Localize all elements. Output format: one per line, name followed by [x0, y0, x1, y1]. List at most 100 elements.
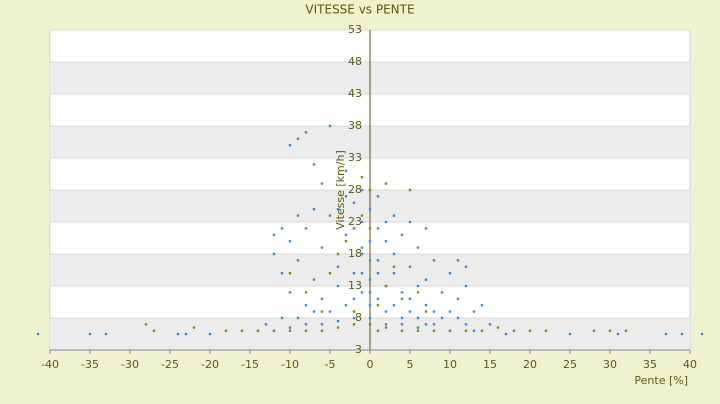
point: [408, 297, 412, 300]
point: [328, 310, 332, 313]
point: [384, 323, 388, 326]
point: [360, 188, 364, 192]
point: [320, 182, 324, 185]
x-tick-label: -25: [161, 358, 179, 371]
point: [376, 297, 380, 300]
y-tick-label: 38: [348, 119, 362, 132]
point: [360, 220, 364, 224]
point: [144, 323, 148, 326]
point: [272, 233, 276, 236]
x-tick-label: -20: [201, 358, 219, 371]
x-tick-label: -10: [281, 358, 299, 371]
point: [440, 316, 444, 320]
point: [344, 240, 348, 243]
point: [384, 310, 388, 313]
point: [352, 323, 356, 326]
point: [424, 227, 428, 230]
point: [280, 227, 284, 230]
x-tick-label: -15: [241, 358, 259, 371]
point: [464, 323, 468, 326]
point: [368, 304, 372, 307]
y-tick-label: 53: [348, 23, 362, 36]
point: [456, 316, 460, 320]
point: [360, 176, 364, 179]
point: [424, 278, 428, 281]
x-tick-label: -5: [325, 358, 336, 371]
point: [416, 246, 420, 249]
x-tick-label: -35: [81, 358, 99, 371]
x-tick-label: 40: [683, 358, 697, 371]
point: [296, 316, 300, 320]
point: [320, 329, 324, 332]
point: [400, 233, 404, 236]
point: [416, 326, 420, 329]
point: [336, 208, 340, 211]
point: [400, 329, 404, 332]
point: [320, 323, 324, 326]
point: [328, 124, 332, 128]
point: [88, 332, 92, 336]
point: [304, 304, 308, 307]
point: [376, 227, 380, 230]
point: [288, 272, 292, 275]
point: [104, 332, 108, 336]
point: [376, 304, 380, 307]
point: [288, 144, 292, 147]
point: [392, 214, 396, 217]
point: [384, 220, 388, 224]
point: [592, 329, 596, 332]
point: [312, 278, 316, 281]
point: [424, 304, 428, 307]
point: [280, 316, 284, 320]
point: [352, 201, 356, 204]
x-tick-label: -30: [121, 358, 139, 371]
point: [432, 323, 436, 326]
point: [272, 329, 276, 332]
y-tick-label: 23: [348, 215, 362, 228]
point: [608, 329, 612, 332]
x-tick-label: -40: [41, 358, 59, 371]
point: [368, 316, 372, 320]
point: [392, 304, 396, 307]
point: [448, 272, 452, 275]
point: [400, 297, 404, 300]
x-tick-label: 10: [443, 358, 457, 371]
point: [312, 310, 316, 313]
point: [416, 291, 420, 294]
point: [464, 265, 468, 268]
point: [368, 259, 372, 262]
point: [344, 169, 348, 172]
point: [376, 195, 380, 198]
y-tick-label: 8: [355, 311, 362, 324]
point: [400, 316, 404, 320]
point: [240, 329, 244, 332]
point: [392, 272, 396, 275]
x-tick-label: 0: [367, 358, 374, 371]
point: [344, 304, 348, 307]
point: [664, 332, 668, 336]
point: [368, 240, 372, 243]
point: [304, 323, 308, 326]
chart-title: VITESSE vs PENTE: [305, 3, 414, 17]
point: [496, 326, 500, 329]
point: [312, 163, 316, 166]
point: [408, 220, 412, 224]
point: [288, 329, 292, 332]
point: [360, 272, 364, 275]
point: [336, 265, 340, 268]
point: [568, 332, 572, 336]
point: [512, 329, 516, 332]
point: [256, 329, 260, 332]
point: [472, 329, 476, 332]
point: [352, 316, 356, 320]
point: [440, 291, 444, 294]
point: [344, 233, 348, 236]
x-tick-label: 30: [603, 358, 617, 371]
y-tick-label: 43: [348, 87, 362, 100]
point: [528, 329, 532, 332]
x-tick-label: 5: [407, 358, 414, 371]
point: [376, 329, 380, 332]
point: [368, 291, 372, 294]
point: [408, 188, 412, 192]
point: [320, 246, 324, 249]
